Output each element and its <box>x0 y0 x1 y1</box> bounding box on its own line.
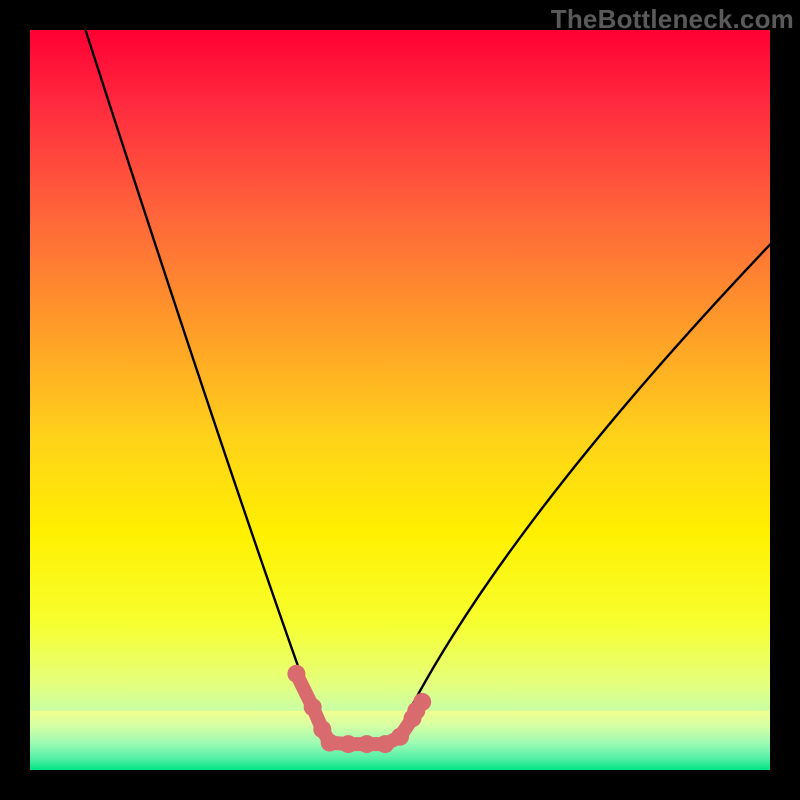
plot-gradient-background <box>30 30 770 770</box>
marker-dot <box>358 735 376 753</box>
marker-dot <box>339 735 357 753</box>
marker-dot <box>413 693 431 711</box>
bottleneck-chart-svg <box>0 0 800 800</box>
frame-left <box>0 0 30 800</box>
marker-dot <box>391 728 409 746</box>
frame-bottom <box>0 770 800 800</box>
marker-dot <box>287 665 305 683</box>
frame-top <box>0 0 800 30</box>
marker-dot <box>304 698 322 716</box>
marker-dot <box>321 734 339 752</box>
chart-frame: TheBottleneck.com <box>0 0 800 800</box>
frame-right <box>770 0 800 800</box>
